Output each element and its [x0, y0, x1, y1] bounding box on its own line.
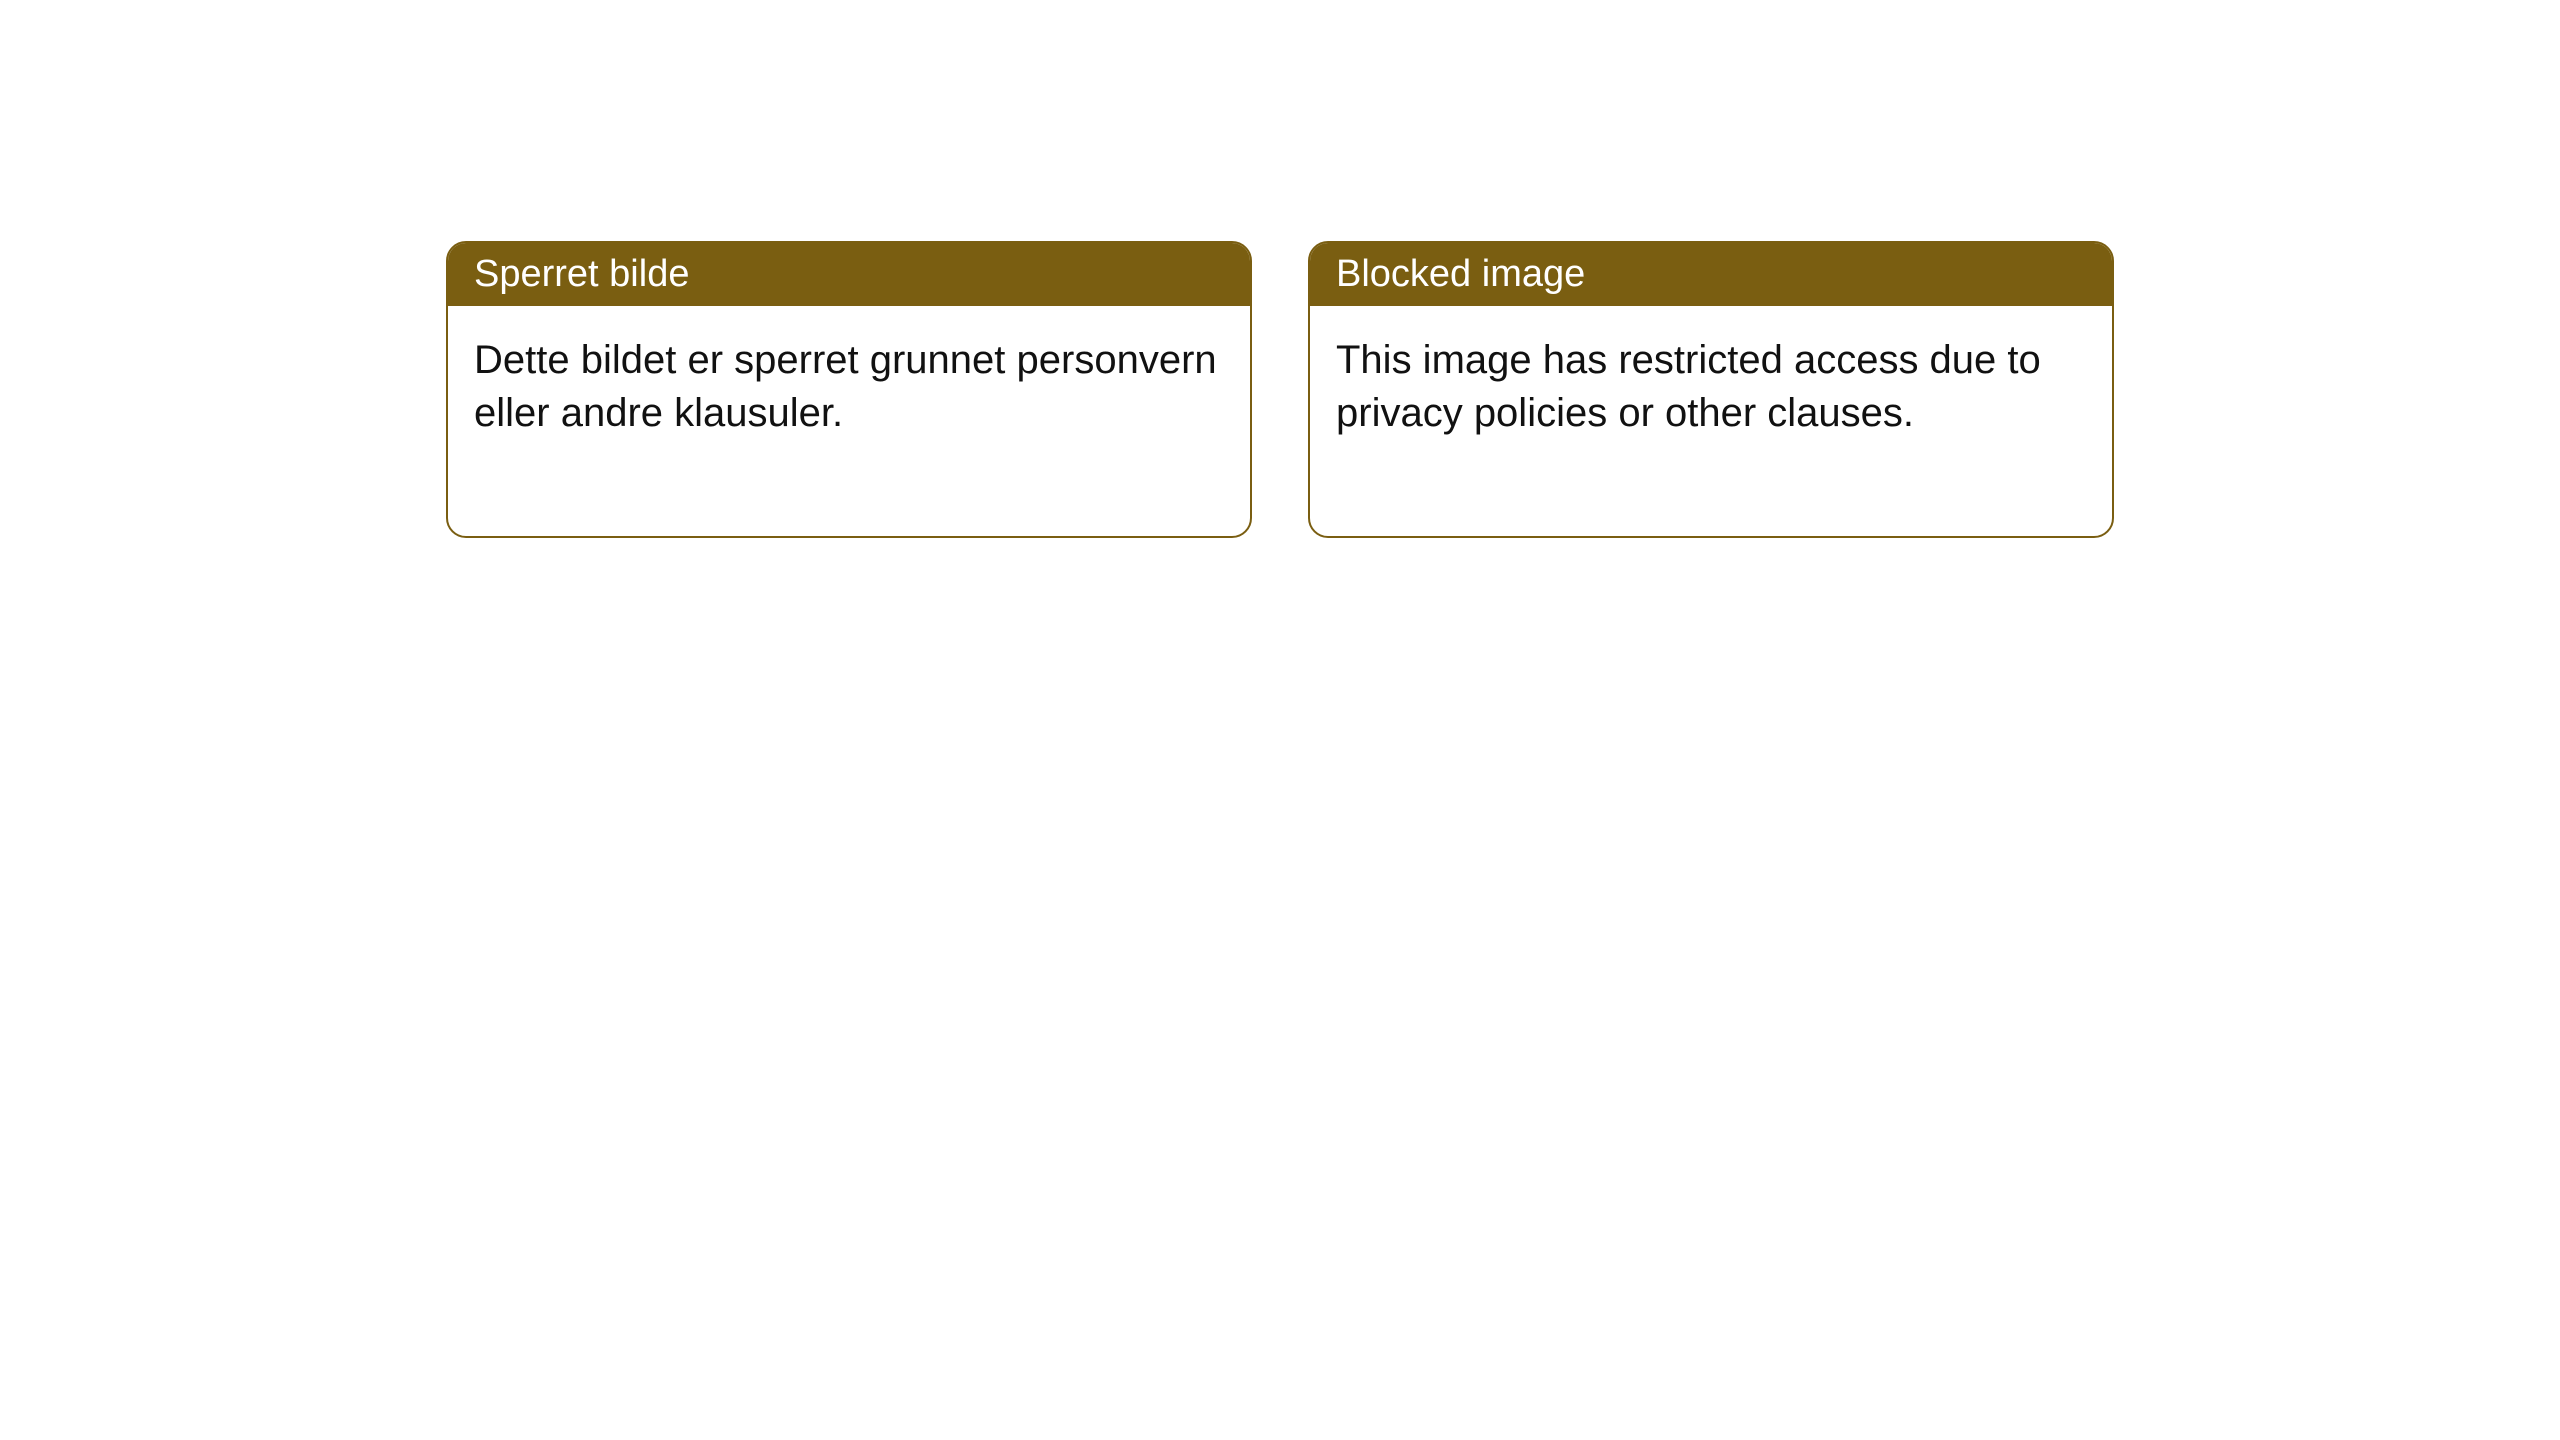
notice-container: Sperret bilde Dette bildet er sperret gr… — [446, 241, 2114, 538]
card-body: This image has restricted access due to … — [1310, 306, 2112, 536]
card-header: Blocked image — [1310, 243, 2112, 306]
card-message: This image has restricted access due to … — [1336, 338, 2041, 435]
card-header: Sperret bilde — [448, 243, 1250, 306]
notice-card-english: Blocked image This image has restricted … — [1308, 241, 2114, 538]
card-title: Sperret bilde — [474, 253, 689, 295]
card-title: Blocked image — [1336, 253, 1585, 295]
card-body: Dette bildet er sperret grunnet personve… — [448, 306, 1250, 536]
card-message: Dette bildet er sperret grunnet personve… — [474, 338, 1217, 435]
notice-card-norwegian: Sperret bilde Dette bildet er sperret gr… — [446, 241, 1252, 538]
